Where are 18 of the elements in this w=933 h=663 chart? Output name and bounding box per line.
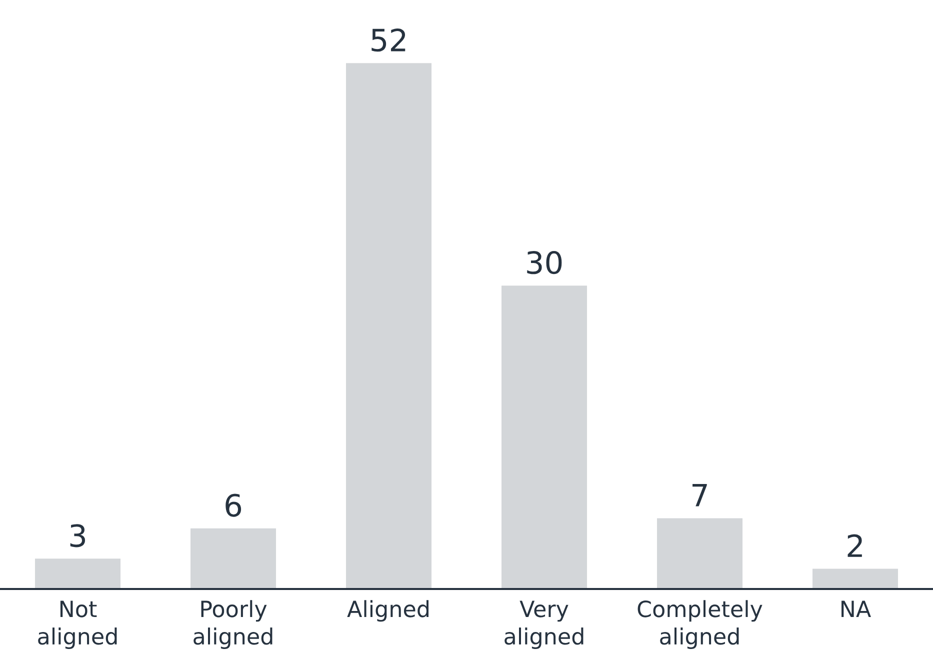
data-label: 7	[692, 484, 707, 506]
x-tick-label: Not aligned	[38, 600, 117, 650]
x-tick-label: Aligned	[347, 600, 428, 622]
bar	[190, 528, 276, 590]
data-label: 52	[372, 28, 406, 52]
data-label: 30	[527, 251, 562, 274]
x-tick-label: Very aligned	[504, 600, 584, 650]
data-label: 2	[848, 534, 862, 557]
bar	[812, 568, 898, 590]
data-label: 3	[70, 524, 86, 548]
x-tick-label: NA	[842, 600, 871, 618]
bar	[34, 558, 121, 590]
x-tick-label: Poorly aligned	[194, 600, 272, 650]
bar	[656, 518, 743, 590]
data-label: 6	[226, 494, 242, 517]
bar	[346, 63, 432, 590]
bar	[501, 286, 588, 590]
x-tick-label: Completely aligned	[638, 600, 762, 650]
